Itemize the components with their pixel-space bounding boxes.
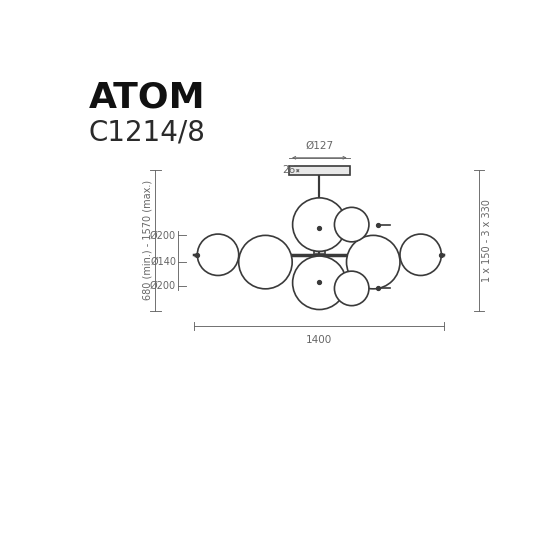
Bar <box>314 243 325 267</box>
Text: 680 (min.) - 1570 (max.): 680 (min.) - 1570 (max.) <box>143 180 153 300</box>
Circle shape <box>293 256 346 310</box>
Text: Ø200: Ø200 <box>150 281 176 291</box>
Circle shape <box>293 198 346 251</box>
Circle shape <box>400 234 441 276</box>
Text: 26: 26 <box>282 165 296 175</box>
Bar <box>289 166 349 175</box>
Circle shape <box>334 271 369 306</box>
Circle shape <box>239 235 292 289</box>
Text: 1400: 1400 <box>306 334 333 344</box>
Text: C1214/8: C1214/8 <box>88 119 206 147</box>
Text: 1 x 150 - 3 x 330: 1 x 150 - 3 x 330 <box>482 199 492 282</box>
Circle shape <box>334 207 369 242</box>
Circle shape <box>197 234 239 276</box>
Text: Ø127: Ø127 <box>305 141 333 151</box>
Circle shape <box>347 235 400 289</box>
Bar <box>315 253 324 257</box>
Text: ATOM: ATOM <box>88 80 206 114</box>
Text: Ø200: Ø200 <box>150 230 176 240</box>
Text: Ø140: Ø140 <box>150 257 176 267</box>
